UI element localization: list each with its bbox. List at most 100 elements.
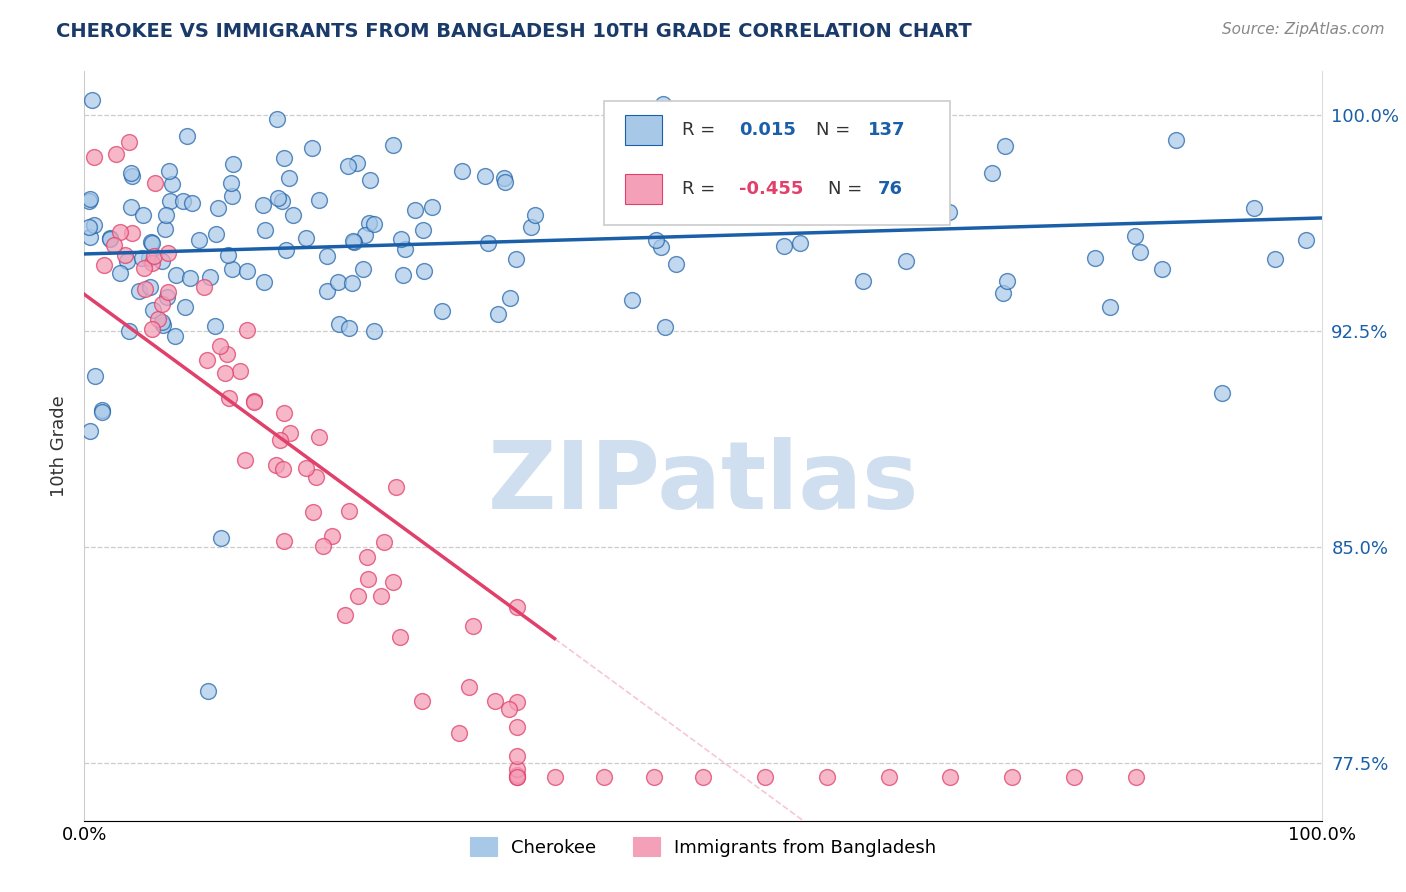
Text: ZIPatlas: ZIPatlas <box>488 437 918 530</box>
Cherokee <box>131 251 153 265</box>
Cherokee <box>806 147 828 161</box>
Immigrants from Bangladesh <box>93 258 115 272</box>
Cherokee <box>267 191 290 205</box>
Cherokee <box>79 194 101 209</box>
Cherokee <box>179 271 201 285</box>
Immigrants from Bangladesh <box>141 256 163 270</box>
Immigrants from Bangladesh <box>118 136 141 150</box>
Cherokee <box>494 175 516 189</box>
Immigrants from Bangladesh <box>233 453 256 467</box>
Cherokee <box>654 320 676 334</box>
Cherokee <box>381 138 404 153</box>
Cherokee <box>690 190 713 204</box>
Cherokee <box>346 156 368 170</box>
Immigrants from Bangladesh <box>132 260 155 275</box>
Immigrants from Bangladesh <box>308 430 330 444</box>
Immigrants from Bangladesh <box>643 771 665 785</box>
Cherokee <box>120 200 142 214</box>
Cherokee <box>342 234 364 248</box>
Immigrants from Bangladesh <box>449 726 471 740</box>
Immigrants from Bangladesh <box>815 771 838 785</box>
Immigrants from Bangladesh <box>388 630 411 644</box>
Immigrants from Bangladesh <box>266 458 288 472</box>
Cherokee <box>217 248 239 262</box>
Immigrants from Bangladesh <box>269 434 291 448</box>
Immigrants from Bangladesh <box>506 768 529 782</box>
Immigrants from Bangladesh <box>321 529 343 543</box>
Cherokee <box>339 320 361 334</box>
Cherokee <box>79 424 101 438</box>
Cherokee <box>363 325 385 339</box>
Immigrants from Bangladesh <box>335 607 357 622</box>
Immigrants from Bangladesh <box>1125 771 1147 785</box>
Text: 137: 137 <box>868 120 905 139</box>
Immigrants from Bangladesh <box>347 589 370 603</box>
Immigrants from Bangladesh <box>278 426 301 441</box>
Cherokee <box>301 141 323 155</box>
Cherokee <box>278 171 301 186</box>
Immigrants from Bangladesh <box>337 503 360 517</box>
Cherokee <box>118 324 141 338</box>
Cherokee <box>79 193 101 207</box>
Cherokee <box>128 284 150 298</box>
Cherokee <box>155 208 177 222</box>
Text: N =: N = <box>815 120 849 139</box>
Text: N =: N = <box>828 180 862 198</box>
Cherokee <box>315 249 337 263</box>
Cherokee <box>342 277 364 291</box>
Cherokee <box>160 177 183 191</box>
Cherokee <box>98 231 121 245</box>
Immigrants from Bangladesh <box>218 391 240 405</box>
Immigrants from Bangladesh <box>382 574 405 589</box>
Text: 0.015: 0.015 <box>740 120 796 139</box>
Immigrants from Bangladesh <box>143 176 166 190</box>
Cherokee <box>1295 233 1317 247</box>
Cherokee <box>1152 261 1174 276</box>
Cherokee <box>896 254 918 268</box>
Immigrants from Bangladesh <box>273 406 295 420</box>
Immigrants from Bangladesh <box>146 311 169 326</box>
Cherokee <box>404 202 426 217</box>
Immigrants from Bangladesh <box>506 771 529 785</box>
Cherokee <box>644 208 666 222</box>
Cherokee <box>980 166 1002 180</box>
Cherokee <box>79 229 101 244</box>
FancyBboxPatch shape <box>605 102 950 225</box>
Immigrants from Bangladesh <box>373 535 395 549</box>
Immigrants from Bangladesh <box>356 550 378 565</box>
Cherokee <box>363 217 385 231</box>
Cherokee <box>326 275 349 289</box>
Cherokee <box>675 169 697 183</box>
Cherokee <box>412 264 434 278</box>
Cherokee <box>188 233 211 247</box>
Cherokee <box>139 280 162 294</box>
Cherokee <box>851 274 873 288</box>
Cherokee <box>773 239 796 253</box>
Cherokee <box>120 166 142 180</box>
Immigrants from Bangladesh <box>141 322 163 336</box>
Cherokee <box>108 266 131 280</box>
Cherokee <box>165 268 187 283</box>
Cherokee <box>176 128 198 143</box>
Cherokee <box>80 93 103 107</box>
Cherokee <box>295 231 318 245</box>
Immigrants from Bangladesh <box>301 505 323 519</box>
Cherokee <box>389 232 412 246</box>
Bar <box>626 115 662 145</box>
Immigrants from Bangladesh <box>243 394 266 409</box>
Cherokee <box>650 240 672 254</box>
Immigrants from Bangladesh <box>157 285 180 300</box>
Cherokee <box>221 157 243 171</box>
Cherokee <box>772 153 794 167</box>
Immigrants from Bangladesh <box>506 771 529 785</box>
Cherokee <box>474 169 496 184</box>
Cherokee <box>197 684 219 698</box>
Immigrants from Bangladesh <box>411 694 433 708</box>
Cherokee <box>486 307 509 321</box>
Immigrants from Bangladesh <box>195 353 218 368</box>
Cherokee <box>665 257 688 271</box>
Immigrants from Bangladesh <box>143 250 166 264</box>
Cherokee <box>392 268 415 282</box>
Immigrants from Bangladesh <box>692 771 714 785</box>
Cherokee <box>142 302 165 317</box>
